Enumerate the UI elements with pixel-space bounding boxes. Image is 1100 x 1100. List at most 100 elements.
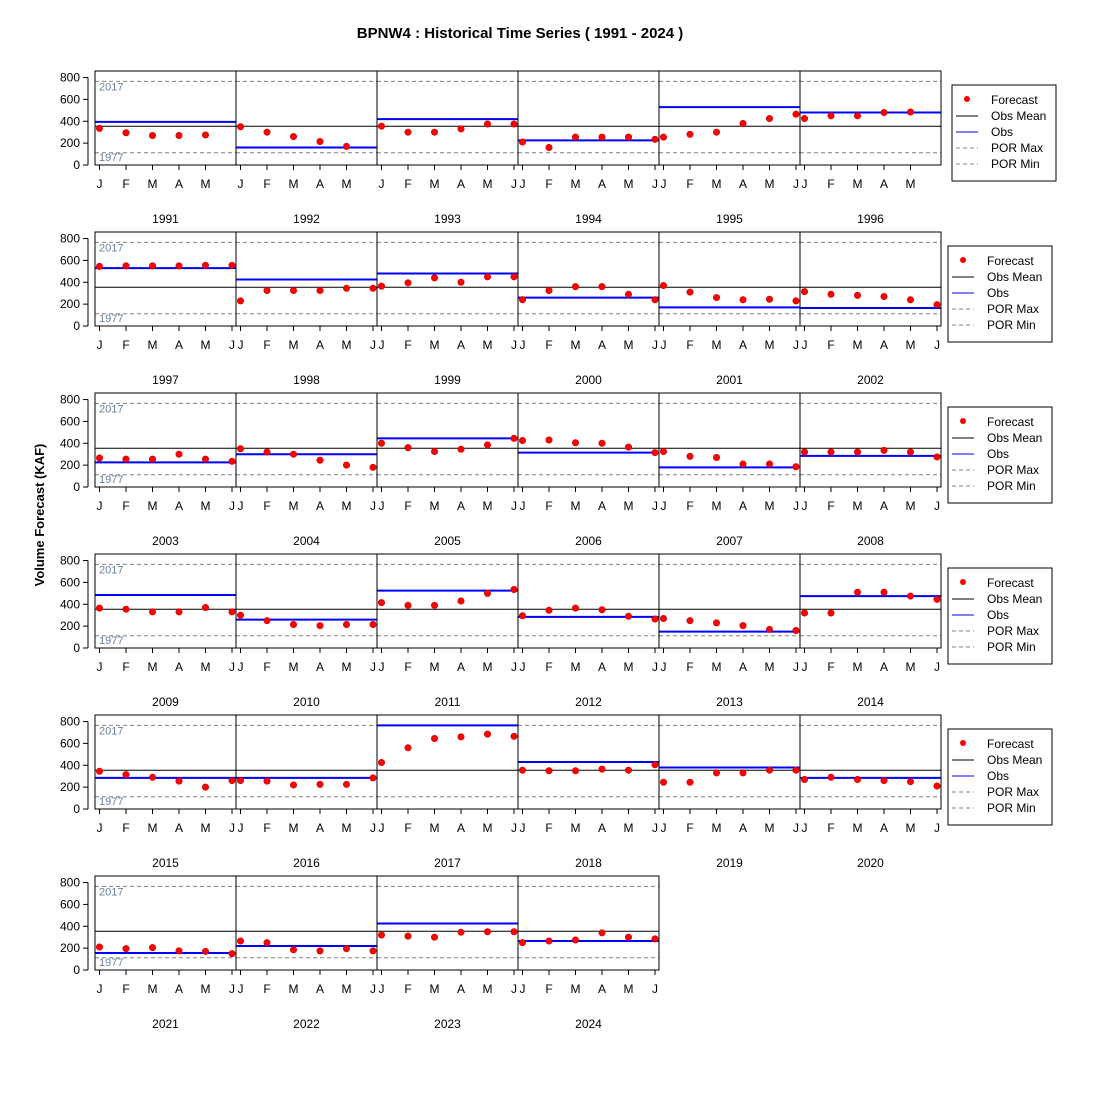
legend-entry: POR Min	[987, 801, 1036, 815]
panel-year-label: 2013	[716, 695, 743, 709]
y-axis: 0 200 400 600 800	[60, 554, 89, 655]
x-tick-label: M	[289, 338, 299, 352]
forecast-point	[237, 937, 245, 945]
x-tick-label: F	[263, 660, 270, 674]
legend-entry: POR Max	[987, 463, 1039, 477]
x-tick-label: M	[483, 338, 493, 352]
forecast-point	[237, 123, 245, 131]
legend-entry: Obs	[987, 769, 1009, 783]
forecast-point	[316, 780, 324, 788]
forecast-point	[342, 945, 350, 953]
por-min-year-label: 1977	[99, 796, 123, 808]
y-axis: 0 200 400 600 800	[60, 715, 89, 816]
forecast-point	[263, 939, 271, 947]
forecast-point	[545, 436, 553, 444]
forecast-point	[228, 950, 236, 958]
x-tick-label: J	[511, 821, 517, 835]
forecast-point	[571, 439, 579, 447]
forecast-point	[377, 759, 385, 767]
panel-year-label: 2014	[857, 695, 884, 709]
x-tick-label: A	[598, 499, 606, 513]
x-tick-label: M	[571, 821, 581, 835]
forecast-point	[651, 135, 659, 143]
panel-year-label: 1994	[575, 212, 602, 226]
panel-frame	[235, 392, 378, 488]
forecast-point	[404, 744, 412, 752]
x-tick-label: A	[175, 660, 183, 674]
forecast-point	[765, 766, 773, 774]
panel-frame	[658, 70, 801, 166]
y-tick-label: 0	[73, 802, 80, 816]
legend-forecast-symbol	[960, 418, 966, 424]
forecast-point	[800, 288, 808, 296]
legend-entry: Obs Mean	[991, 109, 1046, 123]
x-tick-label: M	[148, 177, 158, 191]
forecast-point	[518, 296, 526, 304]
panel-frame	[517, 392, 660, 488]
x-tick-label: M	[906, 821, 916, 835]
x-tick-label: A	[316, 177, 324, 191]
panel-year-label: 1999	[434, 373, 461, 387]
forecast-point	[175, 262, 183, 270]
y-tick-label: 400	[60, 758, 80, 772]
forecast-point	[906, 592, 914, 600]
x-tick-label: F	[122, 338, 129, 352]
panel-1998: J F M A M J 1998	[235, 231, 378, 387]
forecast-point	[659, 778, 667, 786]
forecast-point	[430, 601, 438, 609]
x-tick-label: M	[430, 660, 440, 674]
forecast-point	[765, 625, 773, 633]
forecast-point	[263, 448, 271, 456]
panel-2023: J F M A M J 2023	[376, 875, 519, 1031]
x-tick-label: J	[97, 338, 103, 352]
x-tick-label: M	[853, 660, 863, 674]
forecast-point	[853, 291, 861, 299]
panel-frame	[799, 231, 942, 327]
forecast-point	[765, 295, 773, 303]
x-tick-label: M	[289, 982, 299, 996]
x-tick-label: J	[97, 660, 103, 674]
forecast-point	[510, 120, 518, 128]
panel-frame	[658, 553, 801, 649]
forecast-point	[457, 597, 465, 605]
forecast-point	[289, 781, 297, 789]
x-tick-label: J	[520, 821, 526, 835]
legend-box	[947, 406, 1053, 504]
forecast-point	[800, 115, 808, 123]
forecast-point	[316, 947, 324, 955]
x-tick-label: J	[661, 338, 667, 352]
panel-year-label: 2008	[857, 534, 884, 548]
forecast-point	[122, 262, 130, 270]
legend: Forecast Obs Mean Obs POR Max POR Min	[947, 406, 1053, 504]
x-tick-label: F	[122, 660, 129, 674]
panel-year-label: 2016	[293, 856, 320, 870]
x-tick-label: J	[97, 499, 103, 513]
forecast-point	[377, 439, 385, 447]
x-tick-label: J	[802, 177, 808, 191]
forecast-point	[483, 120, 491, 128]
y-tick-label: 600	[60, 414, 80, 428]
forecast-point	[263, 617, 271, 625]
forecast-point	[369, 774, 377, 782]
x-tick-label: J	[934, 499, 940, 513]
panel-frame	[799, 553, 942, 649]
forecast-point	[430, 933, 438, 941]
y-tick-label: 400	[60, 919, 80, 933]
x-tick-label: M	[624, 499, 634, 513]
panel-2003: J F M A M J 2003 0 200 400 600 800 2017 1977	[60, 392, 237, 548]
forecast-point	[202, 783, 210, 791]
x-tick-label: F	[404, 499, 411, 513]
forecast-point	[651, 296, 659, 304]
forecast-point	[853, 588, 861, 596]
forecast-point	[686, 617, 694, 625]
x-tick-label: A	[457, 821, 465, 835]
x-tick-label: J	[370, 499, 376, 513]
forecast-point	[149, 773, 157, 781]
panel-2010: J F M A M J 2010	[235, 553, 378, 709]
x-tick-label: F	[122, 177, 129, 191]
x-tick-label: M	[201, 660, 211, 674]
x-tick-label: J	[652, 338, 658, 352]
por-min-year-label: 1977	[99, 957, 123, 969]
panel-frame	[517, 875, 660, 971]
